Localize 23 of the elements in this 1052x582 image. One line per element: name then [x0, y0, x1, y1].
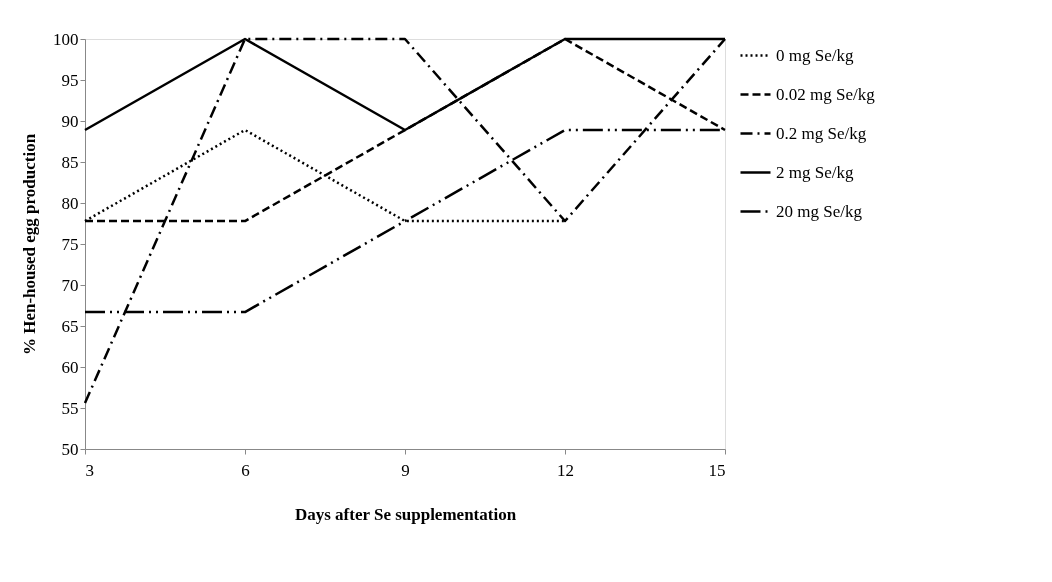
y-axis-title: % Hen-housed egg production [20, 133, 39, 356]
y-tick-label: 75 [61, 234, 79, 254]
y-tick-label: 85 [61, 152, 79, 172]
x-tick-label: 9 [401, 460, 410, 480]
y-tick-label: 60 [61, 357, 79, 377]
y-tick-label: 80 [61, 193, 79, 213]
y-tick-label: 90 [61, 111, 79, 131]
legend-label: 0.2 mg Se/kg [776, 123, 867, 143]
x-tick-label: 3 [85, 460, 94, 480]
y-tick-label: 50 [61, 439, 79, 459]
legend-label: 20 mg Se/kg [776, 201, 863, 221]
y-tick-label: 55 [61, 398, 79, 418]
x-tick-label: 15 [708, 460, 726, 480]
x-axis-title: Days after Se supplementation [294, 504, 517, 524]
x-tick-label: 12 [557, 460, 574, 480]
y-tick-label: 100 [53, 29, 79, 49]
x-tick-label: 6 [241, 460, 250, 480]
y-tick-label: 65 [61, 316, 79, 336]
y-tick-label: 70 [61, 275, 79, 295]
y-tick-label: 95 [61, 70, 79, 90]
legend-label: 2 mg Se/kg [776, 162, 854, 182]
legend-label: 0.02 mg Se/kg [776, 84, 876, 104]
legend-label: 0 mg Se/kg [776, 45, 854, 65]
